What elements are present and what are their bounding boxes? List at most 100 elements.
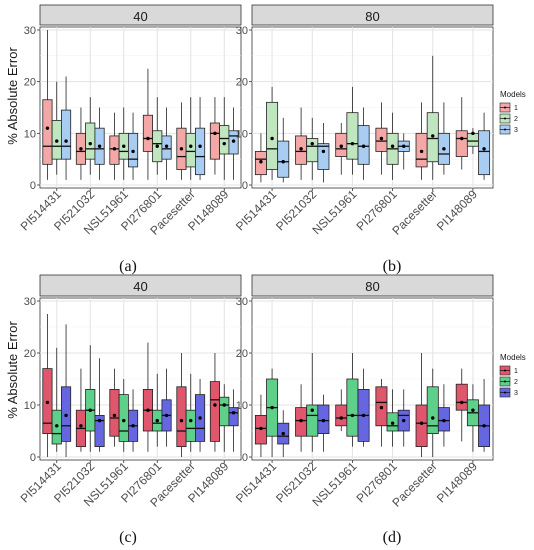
- mean-point: [390, 144, 395, 148]
- legend: Models 1 2 3: [499, 353, 526, 398]
- mean-point: [231, 139, 236, 143]
- y-axis-title: % Absolute Error: [5, 47, 20, 145]
- y-tick-label: 20: [236, 348, 248, 360]
- mean-point: [259, 160, 263, 164]
- mean-point: [419, 421, 424, 425]
- mean-point: [179, 418, 184, 423]
- facet-strip: [251, 4, 494, 26]
- mean-point: [97, 418, 102, 423]
- mean-point: [482, 147, 486, 151]
- legend-swatch-mean: [504, 117, 506, 120]
- mean-point: [88, 141, 92, 146]
- mean-point: [460, 136, 464, 141]
- mean-point: [270, 405, 274, 410]
- box-body: [176, 386, 187, 447]
- box-body: [61, 109, 72, 160]
- mean-point: [112, 413, 117, 418]
- mean-point: [361, 413, 366, 418]
- mean-point: [198, 416, 202, 420]
- mean-point: [122, 144, 126, 148]
- box-PI276801-model-1: [375, 102, 388, 175]
- mean-point: [431, 134, 435, 138]
- x-tick-label: NSL51961: [310, 459, 360, 509]
- y-tick-label: 30: [236, 296, 248, 308]
- box-body: [142, 114, 153, 152]
- box-body: [109, 388, 120, 437]
- y-tick-label: 30: [24, 296, 36, 308]
- mean-point: [460, 400, 464, 405]
- box-body: [478, 130, 491, 176]
- mean-point: [321, 418, 326, 423]
- mean-point: [379, 405, 384, 410]
- mean-point: [270, 136, 274, 141]
- mean-point: [222, 141, 226, 146]
- mean-point: [390, 421, 395, 425]
- box-PI276801-model-2: [152, 373, 163, 447]
- box-PI514431-model-2: [266, 86, 279, 180]
- mean-point: [471, 131, 475, 136]
- y-tick-label: 0: [30, 452, 36, 464]
- box-Pacesetter-model-2: [426, 368, 439, 457]
- mean-point: [471, 408, 475, 412]
- mean-point: [55, 139, 59, 143]
- y-tick-label: 20: [24, 348, 36, 360]
- box-Pacesetter-model-3: [437, 384, 450, 447]
- panel-label-b: (b): [383, 258, 402, 275]
- box-PI276801-model-2: [152, 97, 163, 175]
- mean-point: [179, 147, 184, 151]
- box-PI276801-model-3: [161, 107, 172, 180]
- legend-swatch-mean: [504, 128, 506, 131]
- box-PI521032-model-3: [94, 358, 105, 452]
- box-body: [346, 112, 359, 160]
- box-PI276801-model-2: [386, 389, 399, 447]
- mean-point: [419, 149, 424, 154]
- panel-label-d: (d): [383, 529, 402, 546]
- box-PI148089-model-1: [455, 368, 468, 442]
- box-body: [185, 132, 196, 168]
- box-body: [185, 409, 196, 442]
- mean-point: [259, 426, 263, 431]
- mean-point: [198, 144, 202, 148]
- mean-point: [281, 431, 285, 436]
- box-body: [426, 386, 439, 434]
- box-NSL51961-model-3: [128, 112, 139, 180]
- mean-point: [88, 408, 92, 412]
- box-PI521032-model-3: [317, 394, 330, 452]
- mean-point: [222, 403, 226, 407]
- mean-point: [339, 144, 343, 148]
- panel-label-a: (a): [119, 258, 137, 275]
- box-body: [317, 143, 330, 170]
- box-body: [277, 140, 290, 178]
- legend-title: Models: [500, 353, 526, 362]
- box-PI276801-model-2: [386, 112, 399, 180]
- mean-point: [97, 144, 102, 148]
- mean-point: [189, 144, 193, 148]
- mean-point: [122, 418, 126, 423]
- facet-strip-label: 80: [365, 279, 379, 294]
- box-PI514431-model-3: [61, 76, 72, 180]
- box-PI148089-model-3: [478, 379, 491, 452]
- x-tick-label: PI148089: [434, 187, 480, 233]
- legend-label: 2: [514, 379, 518, 386]
- box-PI276801-model-1: [375, 379, 388, 447]
- mean-point: [213, 403, 217, 407]
- box-PI148089-model-3: [478, 112, 491, 180]
- box-PI276801-model-3: [397, 133, 410, 170]
- box-Pacesetter-model-1: [415, 353, 428, 457]
- mean-point: [155, 418, 159, 423]
- box-NSL51961-model-3: [128, 389, 139, 452]
- mean-point: [361, 144, 366, 148]
- box-PI521032-model-1: [75, 368, 86, 452]
- legend-label: 3: [514, 127, 518, 134]
- legend-swatch-mean: [504, 380, 506, 383]
- box-NSL51961-model-2: [118, 107, 129, 180]
- box-PI276801-model-3: [161, 368, 172, 447]
- mean-point: [64, 413, 68, 418]
- mean-point: [131, 424, 135, 428]
- box-body: [219, 125, 230, 155]
- box-body: [219, 396, 230, 427]
- mean-point: [402, 144, 406, 148]
- mean-point: [402, 418, 406, 423]
- mean-point: [350, 413, 355, 418]
